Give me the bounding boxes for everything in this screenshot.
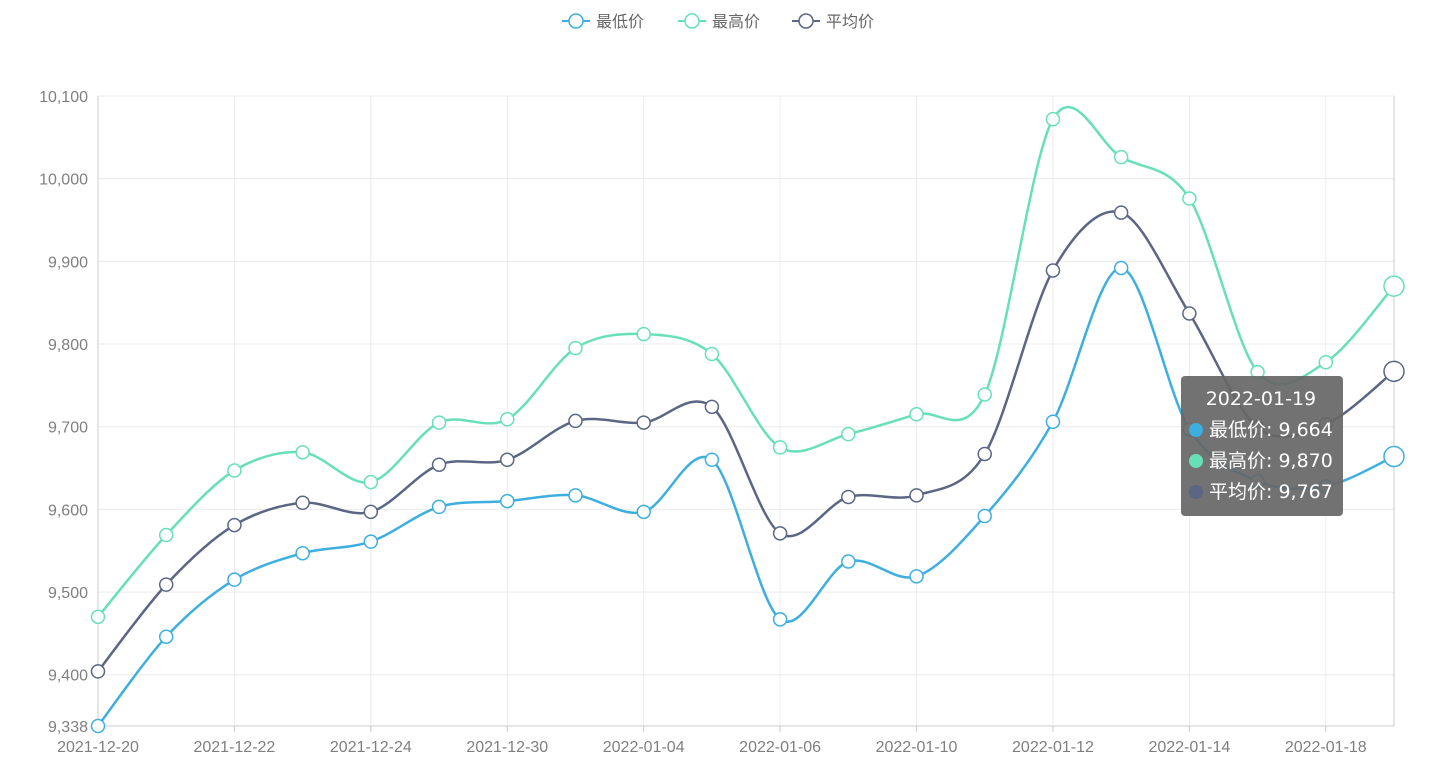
- data-point-avg[interactable]: [1182, 306, 1197, 321]
- data-point-min[interactable]: [841, 554, 856, 569]
- y-tick-label: 9,400: [48, 668, 88, 685]
- legend-item-max[interactable]: 最高价: [678, 12, 760, 31]
- legend-marker-max: [684, 13, 700, 29]
- data-point-avg[interactable]: [772, 526, 788, 541]
- data-point-min[interactable]: [704, 452, 720, 468]
- data-point-max[interactable]: [500, 412, 515, 427]
- data-point-avg[interactable]: [636, 415, 651, 430]
- data-point-avg[interactable]: [363, 504, 379, 520]
- x-tick-label: 2021-12-30: [466, 739, 548, 756]
- data-point-min[interactable]: [500, 493, 515, 509]
- data-point-avg[interactable]: [500, 452, 515, 468]
- legend-marker-min: [568, 13, 584, 29]
- legend-marker-avg: [798, 13, 814, 29]
- data-point-min[interactable]: [977, 508, 992, 524]
- tooltip-row-avg: 平均价: 9,767: [1189, 477, 1333, 508]
- data-point-avg[interactable]: [1383, 360, 1405, 383]
- data-point-avg[interactable]: [909, 488, 924, 503]
- data-point-max[interactable]: [431, 415, 447, 430]
- data-point-avg[interactable]: [1113, 205, 1129, 220]
- data-point-min[interactable]: [909, 569, 924, 584]
- data-point-avg[interactable]: [158, 577, 174, 592]
- data-point-avg[interactable]: [1045, 263, 1061, 278]
- tooltip-value-max: 最高价: 9,870: [1209, 450, 1333, 472]
- x-tick-label: 2022-01-12: [1012, 739, 1094, 756]
- data-point-max[interactable]: [841, 426, 856, 442]
- data-point-min[interactable]: [1045, 414, 1061, 429]
- x-tick-label: 2021-12-22: [193, 739, 275, 756]
- data-point-min[interactable]: [363, 534, 379, 549]
- data-point-max[interactable]: [1113, 149, 1129, 165]
- legend-item-avg[interactable]: 平均价: [792, 12, 874, 31]
- data-point-max[interactable]: [363, 474, 379, 490]
- data-point-avg[interactable]: [568, 413, 583, 429]
- tooltip-title: 2022-01-19: [1205, 388, 1317, 410]
- legend-label-max: 最高价: [712, 12, 760, 31]
- y-tick-label: 9,900: [48, 254, 88, 271]
- axes: 9,338 9,400 9,500 9,600 9,700 9,800 9,900 10,00…: [39, 89, 1395, 756]
- data-point-avg[interactable]: [295, 495, 310, 511]
- y-tick-label: 10,100: [39, 89, 88, 106]
- data-point-min[interactable]: [227, 572, 242, 587]
- data-point-max[interactable]: [772, 440, 788, 455]
- legend-label-avg: 平均价: [826, 12, 874, 31]
- x-tick-label: 2022-01-10: [876, 739, 958, 756]
- data-point-avg[interactable]: [977, 446, 992, 462]
- x-tick-label: 2022-01-18: [1285, 739, 1367, 756]
- data-point-min[interactable]: [158, 629, 174, 644]
- data-point-min[interactable]: [636, 504, 651, 520]
- y-tick-label: 9,600: [48, 502, 88, 519]
- data-point-avg[interactable]: [841, 489, 856, 505]
- data-point-max[interactable]: [158, 527, 174, 543]
- data-point-max[interactable]: [636, 326, 651, 342]
- data-point-avg[interactable]: [227, 517, 242, 533]
- y-tick-label: 9,800: [48, 337, 88, 354]
- data-point-min[interactable]: [295, 545, 310, 561]
- legend-item-min[interactable]: 最低价: [562, 12, 644, 31]
- x-tick-label: 2021-12-20: [57, 739, 139, 756]
- legend[interactable]: 最低价 最高价 平均价: [562, 12, 874, 31]
- tooltip-value-min: 最低价: 9,664: [1209, 419, 1333, 441]
- data-point-min[interactable]: [1113, 260, 1129, 276]
- y-tick-label: 9,700: [48, 420, 88, 437]
- data-point-max[interactable]: [704, 346, 720, 362]
- data-point-max[interactable]: [1182, 191, 1197, 206]
- y-tick-label: 10,000: [39, 172, 88, 189]
- tooltip-row-max: 最高价: 9,870: [1189, 446, 1333, 477]
- x-tick-label: 2021-12-24: [330, 739, 412, 756]
- data-point-min[interactable]: [568, 488, 583, 503]
- data-point-min[interactable]: [1383, 445, 1405, 468]
- data-point-min[interactable]: [90, 718, 106, 734]
- y-tick-label: 9,338: [48, 719, 88, 736]
- data-point-max[interactable]: [90, 609, 106, 625]
- data-point-avg[interactable]: [704, 399, 720, 415]
- legend-label-min: 最低价: [596, 12, 644, 31]
- data-point-max[interactable]: [909, 407, 924, 422]
- x-tick-label: 2022-01-06: [739, 739, 821, 756]
- x-tick-label: 2022-01-04: [603, 739, 685, 756]
- tooltip: 2022-01-19 最低价: 9,664 最高价: 9,870 平均价: 9,…: [1181, 376, 1343, 516]
- data-point-min[interactable]: [431, 499, 447, 515]
- tooltip-row-min: 最低价: 9,664: [1189, 415, 1333, 446]
- data-point-max[interactable]: [227, 463, 242, 478]
- data-point-max[interactable]: [295, 445, 310, 460]
- data-point-max[interactable]: [1318, 354, 1334, 370]
- tooltip-value-avg: 平均价: 9,767: [1209, 481, 1333, 503]
- x-tick-label: 2022-01-14: [1148, 739, 1230, 756]
- data-point-avg[interactable]: [431, 457, 447, 472]
- tooltip-dot-max: [1189, 454, 1203, 468]
- data-point-max[interactable]: [568, 340, 583, 356]
- data-point-avg[interactable]: [90, 664, 106, 679]
- data-point-max[interactable]: [1045, 111, 1061, 127]
- data-point-min[interactable]: [772, 612, 788, 627]
- tooltip-dot-avg: [1189, 485, 1203, 499]
- y-tick-label: 9,500: [48, 585, 88, 602]
- data-point-max[interactable]: [977, 387, 992, 402]
- data-point-max[interactable]: [1383, 275, 1405, 297]
- tooltip-dot-min: [1189, 423, 1203, 437]
